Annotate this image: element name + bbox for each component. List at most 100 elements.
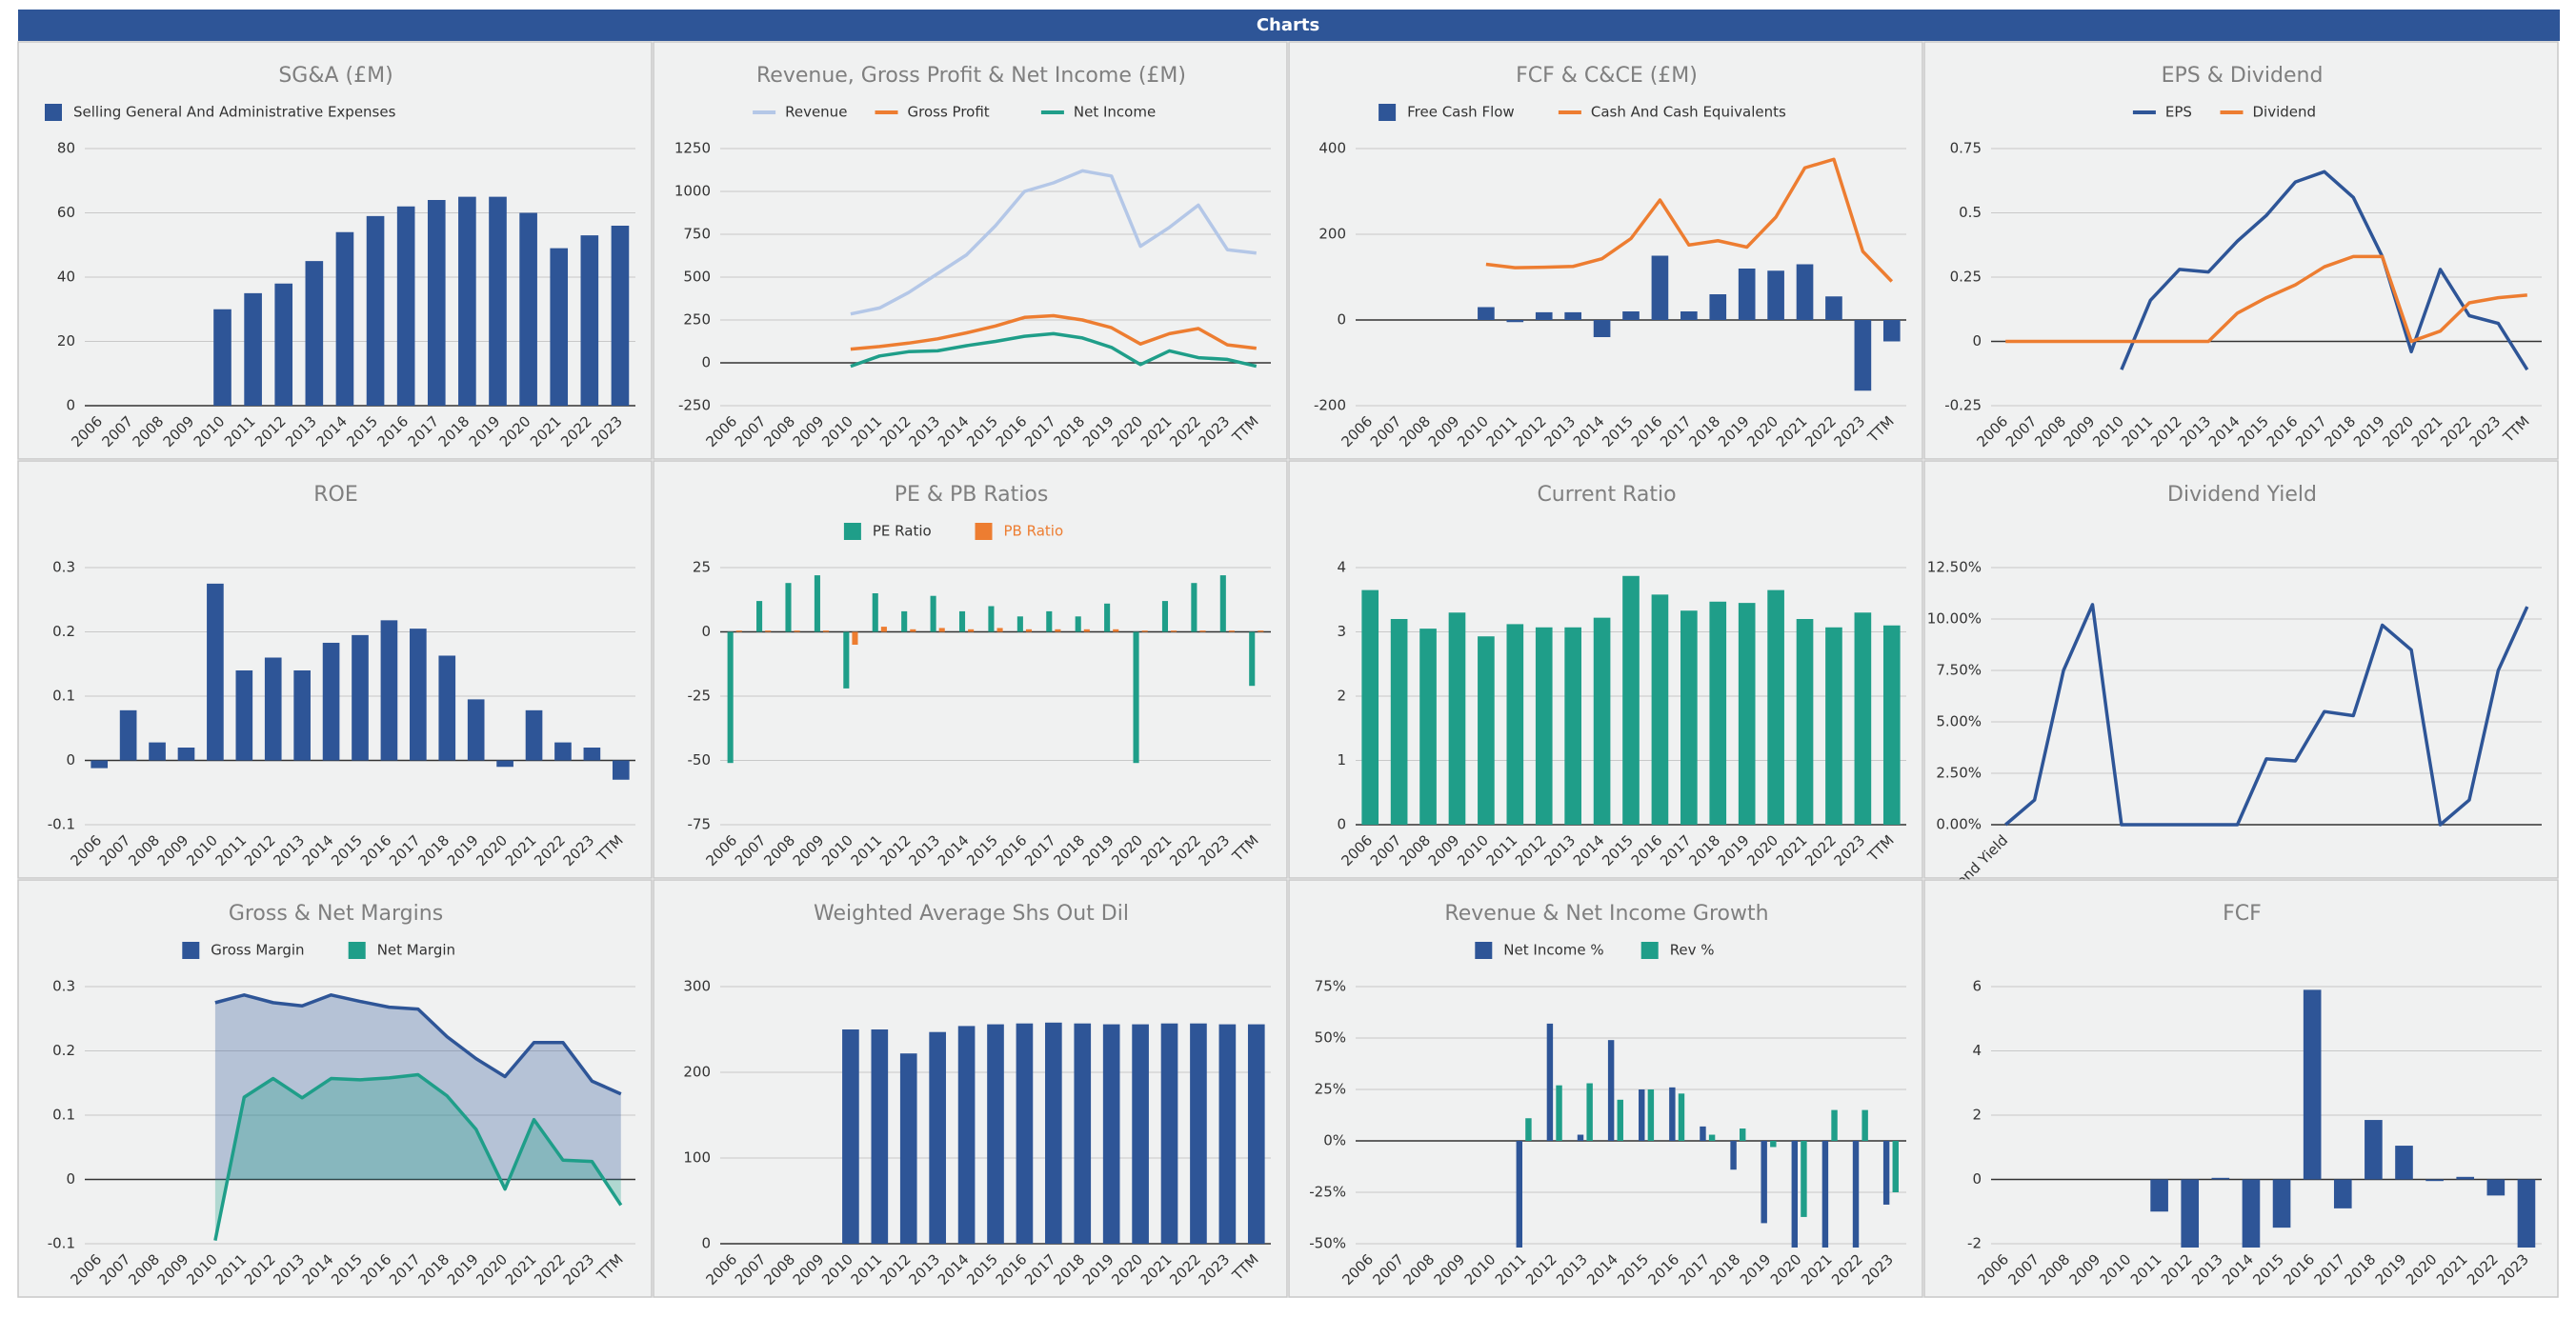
- bar: [1016, 1023, 1034, 1244]
- legend-swatch: [348, 942, 366, 959]
- y-tick-label: 0.00%: [1936, 816, 1982, 833]
- chart-panel: Weighted Average Shs Out Dil010020030020…: [653, 879, 1288, 1298]
- y-tick-label: 0: [66, 1170, 75, 1188]
- bar: [554, 742, 572, 761]
- legend-label: Free Cash Flow: [1407, 104, 1515, 121]
- legend-label: PE Ratio: [873, 523, 932, 540]
- plot-area: [2004, 603, 2529, 827]
- bar: [235, 670, 253, 761]
- chart-title: PE & PB Ratios: [895, 483, 1049, 507]
- bar: [2425, 1179, 2444, 1182]
- plot-area: [1516, 1023, 1899, 1248]
- y-tick-label: 2: [1972, 1107, 1982, 1124]
- bar: [1025, 629, 1033, 632]
- bar: [1739, 1128, 1746, 1141]
- bar: [1506, 320, 1524, 323]
- bar: [1854, 612, 1872, 825]
- bar: [335, 231, 354, 406]
- plot-area: [727, 575, 1264, 764]
- bar: [380, 620, 398, 761]
- bar: [1516, 1141, 1523, 1248]
- bar: [996, 628, 1003, 632]
- bar: [2181, 1179, 2200, 1248]
- y-tick-label: 1250: [674, 140, 711, 157]
- bar: [1160, 1023, 1178, 1244]
- y-tick-label: -50%: [1309, 1235, 1346, 1252]
- bar: [1825, 296, 1842, 320]
- bar: [735, 630, 742, 632]
- legend-label: Net Income: [1074, 104, 1156, 121]
- bar: [2486, 1179, 2506, 1196]
- bar: [957, 1026, 976, 1244]
- bar: [1586, 1083, 1593, 1141]
- bar: [1556, 1085, 1562, 1141]
- plot-area: [1361, 575, 1901, 825]
- panel-background: [17, 41, 653, 460]
- bar: [550, 248, 569, 406]
- y-tick-label: 0: [701, 1235, 711, 1252]
- line-series: [213, 1072, 623, 1241]
- bar: [177, 748, 195, 761]
- bar: [1593, 320, 1611, 337]
- bar: [930, 595, 936, 632]
- y-tick-label: 0.1: [52, 1107, 75, 1124]
- bar: [1738, 603, 1756, 825]
- panel-background: [1923, 879, 2559, 1298]
- bar: [1796, 619, 1814, 825]
- panel-background: [17, 879, 653, 1298]
- bar: [2303, 989, 2322, 1180]
- line-series: [2004, 603, 2529, 827]
- bar: [1651, 594, 1669, 825]
- bar: [1546, 1023, 1554, 1141]
- legend-swatch: [1475, 942, 1493, 959]
- y-tick-label: 6: [1972, 978, 1982, 995]
- bar: [1075, 616, 1081, 632]
- bar: [929, 1031, 946, 1244]
- chart-panel: PE & PB Ratios-75-50-2502520062007200820…: [653, 460, 1288, 879]
- bar: [489, 196, 507, 406]
- bar: [1113, 629, 1119, 632]
- y-tick-label: 25%: [1315, 1081, 1346, 1098]
- y-tick-label: 4: [1337, 559, 1346, 576]
- bar: [1767, 270, 1784, 320]
- bar: [91, 760, 109, 769]
- y-tick-label: 0.3: [52, 559, 75, 576]
- panel-background: [1923, 41, 2559, 460]
- chart-panel: Revenue & Net Income Growth -50% -25% 0% 25%…: [1288, 879, 1923, 1298]
- bar: [1801, 1141, 1807, 1217]
- y-tick-label: 0: [1337, 816, 1346, 833]
- y-tick-label: 0.1: [52, 688, 75, 705]
- bar: [1249, 631, 1256, 687]
- bar: [765, 630, 772, 632]
- y-tick-label: 10.00%: [1927, 610, 1982, 628]
- bar: [244, 292, 262, 406]
- bar: [525, 709, 543, 761]
- y-tick-label: 12.50%: [1927, 559, 1982, 576]
- y-tick-label: 200: [683, 1064, 711, 1081]
- bar: [1831, 1109, 1838, 1141]
- bar: [1506, 624, 1524, 825]
- bar: [207, 583, 224, 761]
- y-tick-label: 0.2: [52, 623, 75, 640]
- bar: [1046, 610, 1053, 632]
- line-series: [850, 169, 1257, 316]
- bar: [987, 1024, 1004, 1244]
- y-tick-label: 40: [57, 269, 75, 286]
- legend-label: Net Margin: [377, 942, 455, 959]
- chart-panel: EPS & Dividend-0.2500.250.50.75200620072…: [1923, 41, 2559, 460]
- bar: [843, 631, 850, 689]
- chart-panel: FCF & C&CE (£M)-200020040020062007200820…: [1288, 41, 1923, 460]
- legend-label: Dividend: [2253, 104, 2317, 121]
- bar: [1791, 1141, 1799, 1248]
- bar: [1821, 1141, 1829, 1248]
- bar: [2456, 1176, 2475, 1180]
- bar: [264, 657, 282, 761]
- bar: [1796, 264, 1814, 320]
- y-tick-label: 1: [1337, 751, 1346, 769]
- bar: [1669, 1087, 1676, 1141]
- chart-panel: SG&A (£M)0204060802006200720082009201020…: [17, 41, 653, 460]
- bar: [756, 601, 763, 632]
- y-tick-label: 0.5: [1959, 204, 1982, 221]
- y-tick-label: 200: [1318, 226, 1346, 243]
